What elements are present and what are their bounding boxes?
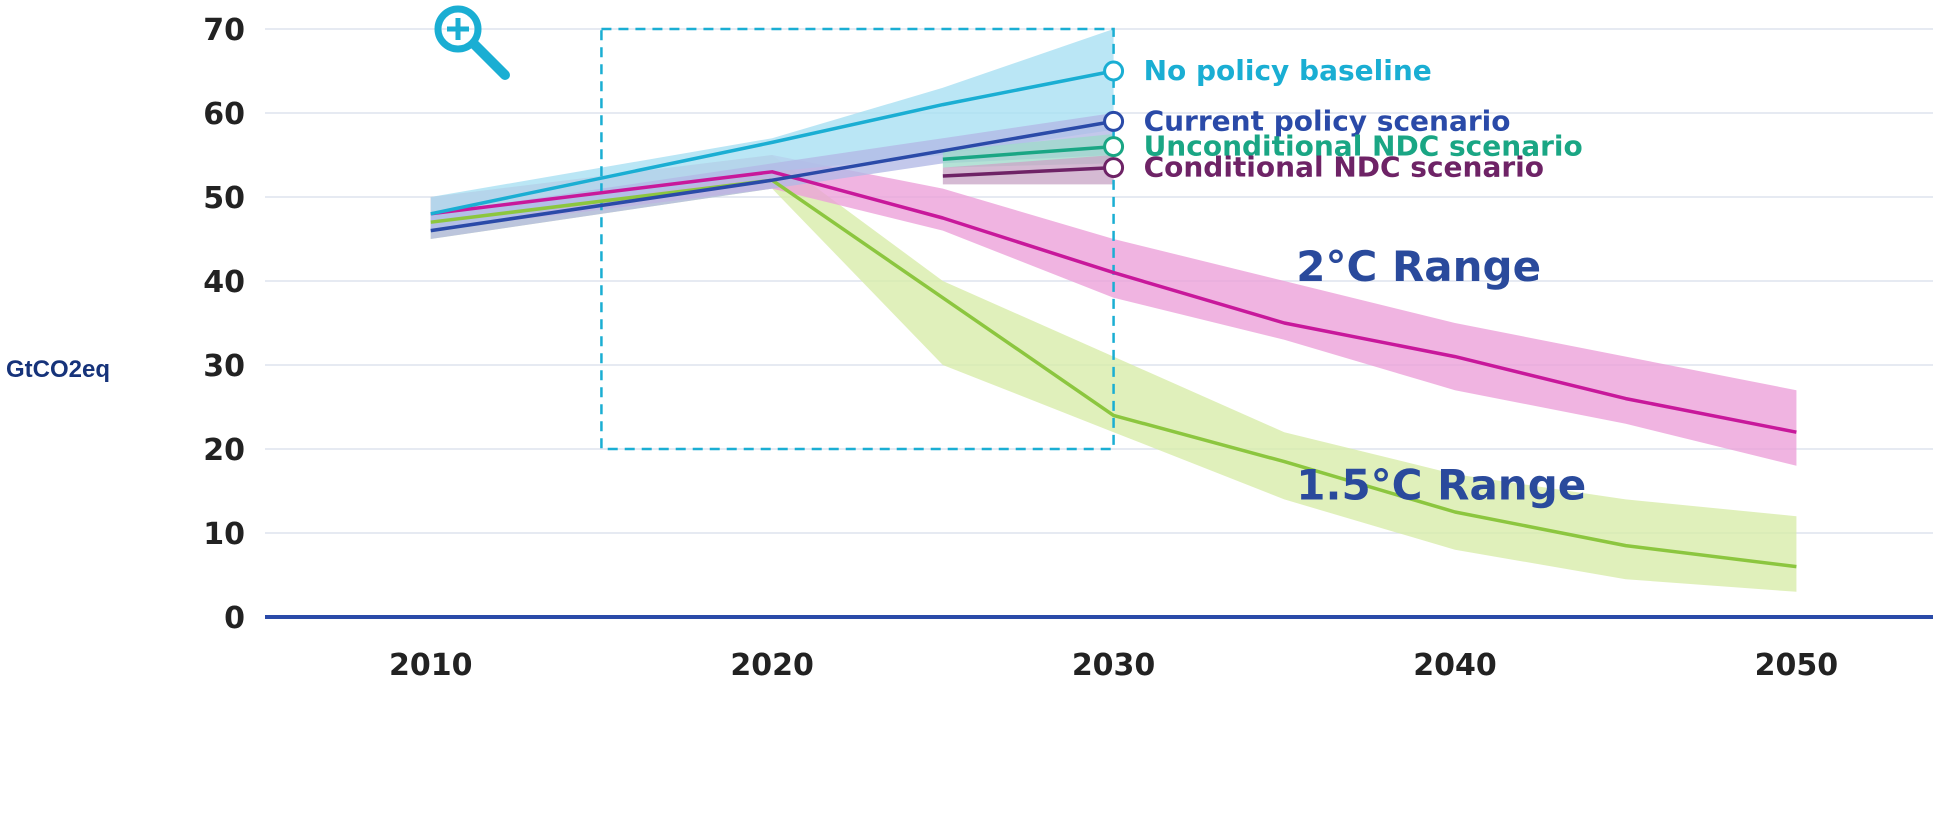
zoom-in-icon[interactable] xyxy=(434,5,510,80)
series-lines xyxy=(430,69,1797,569)
zoom-box-rect xyxy=(600,27,1115,451)
marker-current-policy-scenario xyxy=(1103,110,1125,132)
range-labels: 1.5°C Range 2°C Range xyxy=(1296,242,1586,509)
band-2-c-range xyxy=(430,155,1797,466)
y-tick-30: 30 xyxy=(203,349,245,384)
x-tick-2040: 2040 xyxy=(1413,648,1497,683)
legend-no-policy-baseline: No policy baseline xyxy=(1144,54,1432,87)
band-no-policy-baseline xyxy=(430,29,1114,231)
line-unconditional-ndc-scenario xyxy=(942,144,1114,161)
x-tick-2030: 2030 xyxy=(1072,648,1156,683)
legend-conditional-ndc-scenario: Conditional NDC scenario xyxy=(1144,151,1544,184)
band-conditional-ndc-scenario xyxy=(942,155,1114,185)
y-tick-10: 10 xyxy=(203,517,245,552)
marker-unconditional-ndc-scenario xyxy=(1103,136,1125,158)
y-tick-20: 20 xyxy=(203,433,245,468)
legend-current-policy-scenario: Current policy scenario xyxy=(1144,104,1511,137)
zoom-box xyxy=(600,27,1115,451)
y-tick-60: 60 xyxy=(203,97,245,132)
legend-unconditional-ndc-scenario: Unconditional NDC scenario xyxy=(1144,130,1583,163)
y-tick-50: 50 xyxy=(203,181,245,216)
line-no-policy-baseline xyxy=(430,69,1114,216)
line-1-5-c-range xyxy=(430,178,1797,569)
x-tick-2020: 2020 xyxy=(730,648,814,683)
x-tick-2010: 2010 xyxy=(389,648,473,683)
marker-conditional-ndc-scenario xyxy=(1103,157,1125,179)
y-tick-labels: 0 10 20 30 40 50 60 70 xyxy=(203,13,245,636)
legend: No policy baseline Current policy scenari… xyxy=(1144,54,1583,184)
range-label-1-5-c-range: 1.5°C Range xyxy=(1296,460,1586,509)
x-tick-labels: 2010 2020 2030 2040 2050 xyxy=(389,648,1838,683)
line-current-policy-scenario xyxy=(430,119,1114,233)
line-2-c-range xyxy=(430,170,1797,434)
line-conditional-ndc-scenario xyxy=(942,165,1114,178)
range-label-2-c-range: 2°C Range xyxy=(1296,242,1541,291)
y-tick-40: 40 xyxy=(203,265,245,300)
marker-no-policy-baseline xyxy=(1103,60,1125,82)
x-tick-2050: 2050 xyxy=(1755,648,1839,683)
y-tick-70: 70 xyxy=(203,13,245,48)
y-tick-0: 0 xyxy=(224,601,245,636)
y-axis-label: GtCO2eq xyxy=(6,356,111,383)
series-end-markers xyxy=(1103,60,1125,179)
